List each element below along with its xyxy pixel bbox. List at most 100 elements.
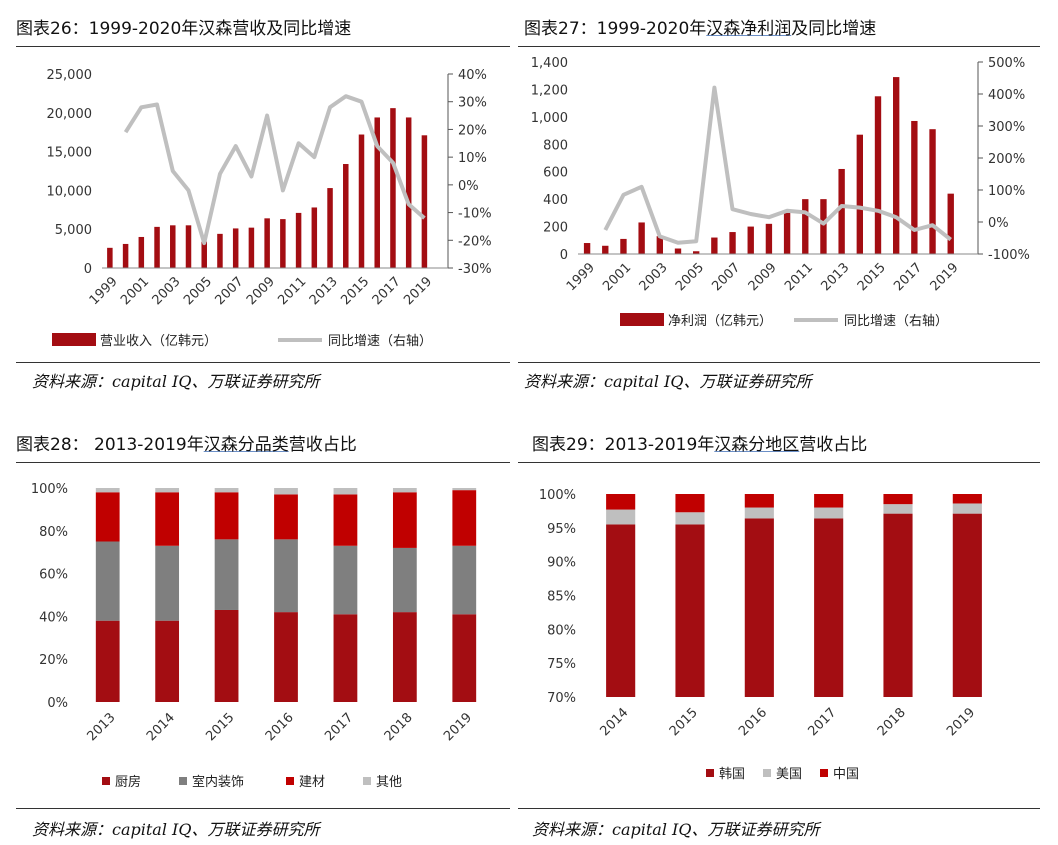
legend-label: 同比增速（右轴） xyxy=(844,314,948,329)
legend-label: 同比增速（右轴） xyxy=(328,334,432,349)
title-rule xyxy=(518,46,1040,47)
figure-29: 图表29：2013-2019年汉森分地区营收占比 100% 95% 90% 85% 80… xyxy=(518,430,1040,840)
y-tick-left: 800 xyxy=(543,138,568,153)
figure-title: 图表26：1999-2020年汉森营收及同比增速 xyxy=(16,19,352,39)
bar xyxy=(122,243,129,268)
y-tick: 0% xyxy=(47,696,68,711)
y-tick-right: 400% xyxy=(988,88,1025,103)
x-tick-label: 2013 xyxy=(818,260,852,294)
x-tick-label: 2001 xyxy=(600,260,634,294)
bar xyxy=(765,223,773,254)
bar xyxy=(343,164,349,268)
y-tick-right: 500% xyxy=(988,56,1025,71)
y-tick-right: 0% xyxy=(988,216,1009,231)
figure-title: 图表27：1999-2020年汉森净利润及同比增速 xyxy=(524,19,877,39)
source-note: 资料来源：capital IQ、万联证券研究所 xyxy=(524,372,812,391)
title-rule xyxy=(518,462,1040,463)
legend-swatch-bar xyxy=(52,333,96,346)
y-tick-right: 20% xyxy=(458,123,487,138)
y-tick-left: 10,000 xyxy=(47,184,93,199)
stack-segment-厨房 xyxy=(95,620,120,702)
legend-swatch xyxy=(102,777,110,785)
stack-segment-韩国 xyxy=(606,524,636,697)
stack-segment-韩国 xyxy=(952,513,982,697)
y-tick: 80% xyxy=(39,525,68,540)
x-tick-label: 2019 xyxy=(401,274,435,308)
bar xyxy=(295,212,302,268)
x-tick-label: 2017 xyxy=(891,260,925,294)
y-tick-left: 0 xyxy=(560,248,568,263)
x-tick-label: 1999 xyxy=(87,274,121,308)
bar xyxy=(929,129,936,254)
y-tick-right: -100% xyxy=(988,248,1030,263)
stack-segment-美国 xyxy=(883,504,913,514)
x-tick-label: 2017 xyxy=(370,274,404,308)
y-tick-right: 100% xyxy=(988,184,1025,199)
y-tick-right: 0% xyxy=(458,179,479,194)
y-tick-left: 1,400 xyxy=(531,56,568,71)
y-tick: 70% xyxy=(547,691,576,706)
bar xyxy=(711,237,718,254)
y-tick: 85% xyxy=(547,590,576,605)
x-tick-label: 2001 xyxy=(118,274,152,308)
bar xyxy=(327,188,333,268)
stack-segment-中国 xyxy=(883,494,913,505)
x-tick-label: 2019 xyxy=(944,705,978,739)
y-tick-left: 400 xyxy=(543,193,568,208)
chart-net-profit: 1,400 1,200 1,000 800 600 400 200 0 500% 400% 300%… xyxy=(531,56,1030,329)
stack-segment-其他 xyxy=(274,488,298,495)
x-tick-label: 2016 xyxy=(736,705,770,739)
legend-swatch xyxy=(179,777,187,785)
source-rule xyxy=(518,808,1040,809)
chart-region-share: 100% 95% 90% 85% 80% 75% 70% 2014 2015 2016 2017 20… xyxy=(539,488,982,782)
stack-segment-美国 xyxy=(744,507,774,519)
x-tick-label: 2007 xyxy=(709,260,743,294)
x-tick-label: 2017 xyxy=(805,705,839,739)
title-rule xyxy=(16,462,510,463)
bar xyxy=(638,222,645,254)
stack-segment-其他 xyxy=(95,488,120,493)
y-tick-left: 200 xyxy=(543,221,568,236)
stack-segment-韩国 xyxy=(675,524,705,697)
stack-segment-室内装饰 xyxy=(155,545,180,621)
x-tick-label: 2009 xyxy=(244,274,278,308)
y-tick-left: 600 xyxy=(543,166,568,181)
x-tick-label: 2014 xyxy=(597,705,631,739)
y-tick-left: 20,000 xyxy=(47,107,93,122)
bar xyxy=(264,218,270,268)
bar xyxy=(154,226,160,268)
stack-segment-美国 xyxy=(606,509,636,525)
stack-segment-室内装饰 xyxy=(95,541,120,621)
x-tick-label: 2011 xyxy=(275,274,309,308)
stack-segment-建材 xyxy=(214,492,239,540)
y-tick-right: 40% xyxy=(458,68,487,83)
legend-swatch xyxy=(363,777,371,785)
legend-swatch xyxy=(706,769,714,777)
bar xyxy=(783,212,791,254)
growth-line xyxy=(123,94,426,246)
legend-label: 中国 xyxy=(833,767,859,782)
x-tick-label: 2003 xyxy=(637,260,671,294)
bar xyxy=(138,236,145,268)
x-tick-label: 2005 xyxy=(181,274,215,308)
stack-segment-厨房 xyxy=(452,614,477,702)
stack-segment-室内装饰 xyxy=(392,547,417,613)
y-tick-left: 15,000 xyxy=(47,146,93,161)
growth-line xyxy=(603,85,952,245)
legend-label: 室内装饰 xyxy=(192,774,244,790)
bar xyxy=(405,117,412,269)
bar xyxy=(217,233,223,268)
figure-27: 图表27：1999-2020年汉森净利润及同比增速 1,400 1,200 1,00… xyxy=(518,14,1040,404)
bar xyxy=(856,134,863,254)
y-tick-right: 10% xyxy=(458,151,487,166)
source-note: 资料来源：capital IQ、万联证券研究所 xyxy=(532,820,820,839)
x-tick-label: 2014 xyxy=(144,710,178,744)
bar xyxy=(620,238,627,254)
bar xyxy=(421,135,428,268)
legend-label: 厨房 xyxy=(115,774,141,790)
x-tick-label: 2007 xyxy=(213,274,247,308)
bar xyxy=(874,96,882,255)
bar xyxy=(947,193,954,254)
title-rule xyxy=(16,46,510,47)
bar xyxy=(311,207,318,268)
